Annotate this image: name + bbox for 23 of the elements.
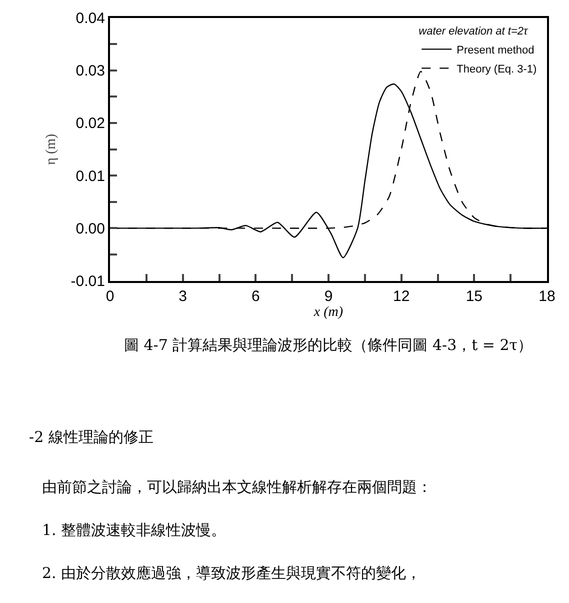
caption: 圖 4-7 計算結果與理論波形的比較（條件同圖 4-3，t = 2τ） [124,336,533,354]
x-tick-label: 3 [178,288,187,305]
x-tick-label: 0 [106,288,114,305]
text: 1. 整體波速較非線性波慢。 [42,521,226,539]
y-tick-label: 0.03 [76,62,105,80]
text: 2. 由於分散效應過強，導致波形產生與現實不符的變化， [42,564,422,582]
x-tick-label: 12 [392,288,410,305]
x-tick-label: 9 [324,288,333,305]
x-tick-label: 18 [538,288,556,305]
y-tick-label: 0.00 [76,220,105,238]
y-axis-title: η (m) [44,133,59,165]
y-tick-label: 0.01 [76,168,105,185]
y-tick-label: 0.02 [76,115,105,132]
legend-label: Theory (Eq. 3-1) [456,64,537,76]
legend-label: Present method [456,44,534,56]
text: -2 線性理論的修正 [29,428,154,446]
y-tick-label: -0.01 [70,273,105,290]
y-tick-label: 0.04 [76,10,105,28]
x-tick-label: 6 [252,288,260,305]
legend-title: water elevation at t=2τ [418,26,528,38]
x-tick-label: 15 [466,288,483,305]
text: 由前節之討論，可以歸納出本文線性解析解存在兩個問題： [42,478,432,496]
x-axis-title: x (m) [312,304,344,320]
